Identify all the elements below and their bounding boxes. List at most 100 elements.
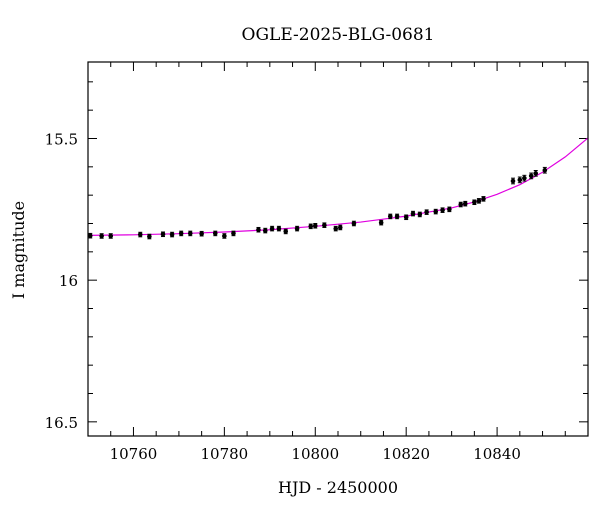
- data-point-marker: [447, 207, 452, 212]
- chart-title: OGLE-2025-BLG-0681: [242, 25, 435, 45]
- data-point: [417, 211, 423, 218]
- data-point: [378, 219, 384, 226]
- model-curve-layer: [87, 137, 589, 236]
- data-point-marker: [147, 234, 152, 239]
- data-point: [533, 170, 539, 177]
- data-point-marker: [99, 233, 104, 239]
- data-point: [403, 214, 409, 221]
- data-point-marker: [187, 231, 193, 236]
- data-point: [387, 213, 393, 220]
- data-point: [147, 233, 152, 240]
- data-point-marker: [283, 229, 289, 234]
- data-point: [517, 176, 523, 184]
- x-tick-label: 10760: [110, 445, 158, 463]
- data-point: [262, 227, 268, 234]
- data-point-marker: [522, 175, 527, 181]
- data-point: [528, 172, 534, 180]
- data-point-marker: [108, 233, 114, 239]
- data-point: [394, 213, 400, 220]
- data-point: [458, 201, 464, 208]
- data-point: [160, 231, 166, 238]
- data-point-marker: [269, 226, 275, 231]
- data-point-marker: [262, 228, 268, 233]
- data-point-marker: [410, 211, 416, 216]
- tick-labels: 10760 10780 10800 10820 10840 15.5 16 16.5: [45, 131, 521, 464]
- data-point: [178, 230, 184, 237]
- data-point: [542, 166, 548, 174]
- data-point: [333, 225, 339, 232]
- data-point-marker: [308, 224, 314, 229]
- data-point: [269, 225, 275, 232]
- x-tick-label: 10820: [382, 445, 430, 463]
- data-point-marker: [87, 233, 93, 238]
- y-axis-label: I magnitude: [9, 201, 28, 299]
- data-point-marker: [378, 220, 384, 225]
- data-point-marker: [440, 207, 445, 213]
- data-point-marker: [178, 231, 184, 236]
- data-point: [283, 228, 289, 235]
- data-point-marker: [517, 177, 523, 183]
- y-tick-label: 16.5: [45, 414, 78, 432]
- data-point-marker: [458, 202, 464, 207]
- data-point-marker: [476, 198, 482, 204]
- data-point: [231, 230, 236, 237]
- data-point-marker: [137, 232, 143, 237]
- data-point: [440, 207, 445, 213]
- data-point: [447, 206, 452, 213]
- model-curve: [87, 137, 589, 236]
- data-point-marker: [403, 214, 409, 220]
- data-point-marker: [294, 226, 300, 231]
- data-point: [108, 233, 114, 239]
- data-point: [522, 174, 527, 182]
- x-tick-label: 10800: [291, 445, 339, 463]
- data-point-marker: [322, 222, 327, 228]
- data-point: [308, 223, 314, 230]
- x-tick-label: 10780: [201, 445, 249, 463]
- data-point-marker: [333, 226, 339, 231]
- data-point: [472, 199, 477, 206]
- x-axis-label: HJD - 2450000: [278, 478, 398, 497]
- data-point-marker: [387, 214, 393, 219]
- data-point: [322, 222, 327, 228]
- data-point: [510, 177, 516, 185]
- data-point-marker: [312, 223, 318, 229]
- data-point: [199, 230, 204, 237]
- data-point: [256, 226, 261, 233]
- data-point: [462, 200, 468, 207]
- data-point: [424, 209, 429, 215]
- data-point: [137, 231, 143, 238]
- data-point: [351, 220, 357, 227]
- data-point-marker: [510, 178, 516, 184]
- data-point-marker: [199, 231, 204, 236]
- data-point: [99, 233, 104, 239]
- y-tick-label: 16: [59, 272, 78, 290]
- data-point-marker: [337, 225, 343, 230]
- data-point: [187, 230, 193, 237]
- data-point-marker: [351, 221, 357, 226]
- data-point-marker: [472, 199, 477, 205]
- plot-frame: [87, 61, 589, 437]
- data-point: [433, 208, 439, 215]
- data-point: [294, 225, 300, 232]
- data-point-marker: [533, 171, 539, 176]
- data-point-marker: [231, 231, 236, 236]
- y-tick-label: 15.5: [45, 131, 78, 149]
- data-points-layer: [87, 166, 548, 240]
- data-point-marker: [462, 201, 468, 206]
- data-point-marker: [528, 173, 534, 179]
- data-point-marker: [417, 212, 423, 217]
- data-point-marker: [276, 226, 282, 231]
- data-point: [222, 233, 227, 239]
- data-point-marker: [169, 232, 175, 237]
- data-point: [476, 198, 482, 204]
- data-point-marker: [256, 227, 261, 233]
- data-point-marker: [542, 167, 548, 173]
- data-point-marker: [481, 196, 486, 202]
- x-tick-label: 10840: [473, 445, 521, 463]
- data-point-marker: [222, 233, 227, 239]
- data-point: [169, 231, 175, 238]
- data-point: [312, 223, 318, 229]
- data-point-marker: [433, 209, 439, 214]
- data-point: [276, 225, 282, 232]
